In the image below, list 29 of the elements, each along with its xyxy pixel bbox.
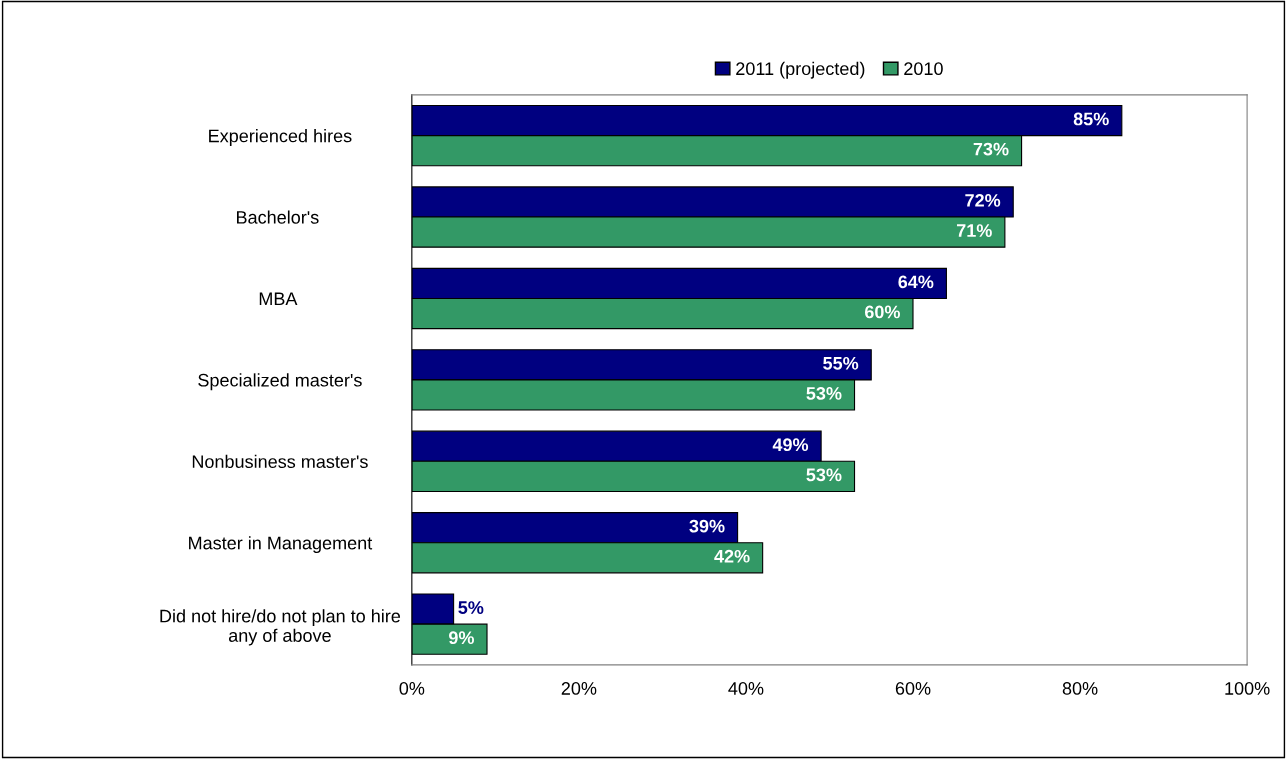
legend-label: 2011 (projected): [736, 61, 865, 79]
x-tick-label: 100%: [1225, 682, 1270, 695]
y-tick-label: Nonbusiness master's: [192, 454, 368, 469]
data-label: 9%: [449, 631, 475, 645]
x-tick-label: 60%: [895, 682, 931, 695]
y-tick-label: Bachelor's: [237, 210, 319, 224]
y-tick-label: Experienced hires: [209, 129, 352, 146]
y-tick-label: Specialized master's: [198, 373, 362, 391]
data-label: 42%: [714, 549, 750, 563]
x-tick-label: 40%: [728, 682, 764, 695]
x-tick-label: 0%: [399, 682, 425, 695]
data-label: 73%: [973, 142, 1009, 156]
x-tick-label: 80%: [1062, 682, 1098, 695]
data-label: 53%: [806, 468, 842, 482]
legend-label: 2010: [904, 62, 943, 76]
data-label: 85%: [1073, 112, 1109, 126]
data-label: 53%: [806, 387, 842, 400]
data-label: 49%: [772, 438, 809, 452]
data-label: 55%: [823, 356, 859, 370]
x-tick-label: 20%: [561, 682, 597, 695]
data-label: 60%: [864, 305, 900, 319]
data-label: 39%: [689, 519, 725, 533]
data-label: 71%: [956, 224, 992, 237]
y-tick-label: Master in Management: [189, 536, 373, 554]
data-label: 64%: [898, 275, 934, 289]
data-label: 5%: [458, 601, 484, 614]
y-tick-label: MBA: [259, 292, 298, 305]
y-tick-label: Did not hire/do not plan to hire any of above: [160, 609, 401, 646]
data-label: 72%: [965, 194, 1001, 207]
